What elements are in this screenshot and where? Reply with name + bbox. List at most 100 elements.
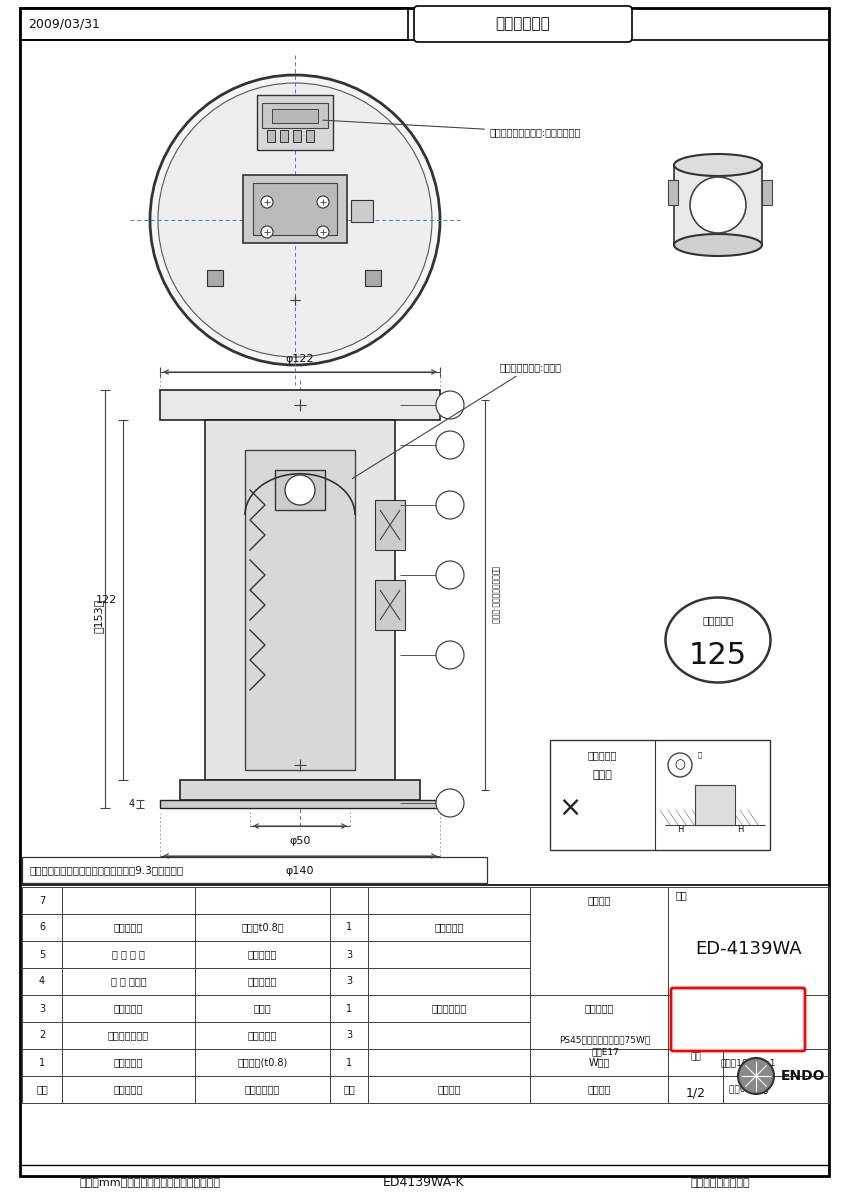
Text: ENDO: ENDO — [781, 1069, 825, 1082]
Circle shape — [436, 391, 464, 419]
Bar — [365, 270, 381, 286]
Bar — [530, 1076, 668, 1103]
Text: 白　艶　消: 白 艶 消 — [435, 923, 464, 932]
Text: 1: 1 — [39, 1057, 45, 1068]
Bar — [368, 1022, 530, 1049]
Text: 1: 1 — [346, 1003, 352, 1014]
Bar — [375, 500, 405, 550]
Text: 備　　考: 備 考 — [437, 1085, 461, 1094]
Bar — [22, 887, 62, 914]
Bar — [762, 180, 772, 205]
Circle shape — [436, 641, 464, 670]
Text: ステンレス: ステンレス — [248, 977, 277, 986]
Bar — [330, 941, 368, 968]
Bar — [530, 887, 668, 995]
Bar — [368, 941, 530, 968]
Bar — [62, 887, 195, 914]
Text: ×: × — [559, 794, 582, 822]
Bar — [22, 914, 62, 941]
Bar — [22, 968, 62, 995]
Text: 取付有効板厚２～３.５ｍｍ: 取付有効板厚２～３.５ｍｍ — [491, 566, 499, 624]
Text: 1: 1 — [447, 400, 453, 410]
Text: 7: 7 — [39, 895, 45, 906]
Circle shape — [668, 754, 692, 778]
Bar — [62, 914, 195, 941]
Ellipse shape — [674, 154, 762, 176]
Bar — [368, 968, 530, 995]
Bar — [668, 1049, 829, 1076]
Text: 化　粧　枠: 化 粧 枠 — [114, 923, 143, 932]
Bar — [180, 780, 420, 800]
Text: PS45透明クリプトン球75W形: PS45透明クリプトン球75W形 — [559, 1036, 650, 1044]
Bar — [195, 914, 330, 941]
Text: 器具質量: 器具質量 — [588, 1085, 610, 1094]
Text: 亜鉛鋼板(t0.8): 亜鉛鋼板(t0.8) — [238, 1057, 288, 1068]
Text: アルミ: アルミ — [254, 1003, 272, 1014]
Bar — [20, 40, 829, 886]
Text: 取 付 バ ネ: 取 付 バ ネ — [112, 949, 145, 960]
Text: 最大　100W×1: 最大 100W×1 — [721, 1058, 776, 1067]
Text: 株式会社　遠藤照明: 株式会社 遠藤照明 — [690, 1178, 750, 1188]
Text: 鋼板（t0.8）: 鋼板（t0.8） — [241, 923, 284, 932]
Bar — [530, 995, 668, 1049]
Text: 反射板固定バネ: 反射板固定バネ — [108, 1031, 149, 1040]
Ellipse shape — [666, 598, 771, 683]
Bar — [22, 1022, 62, 1049]
Circle shape — [436, 491, 464, 518]
Bar — [62, 941, 195, 968]
Circle shape — [261, 196, 273, 208]
Text: 122: 122 — [96, 595, 117, 605]
Text: W・数: W・数 — [588, 1057, 610, 1068]
Bar — [267, 130, 275, 142]
Circle shape — [690, 176, 746, 233]
Text: 型番: 型番 — [676, 890, 688, 900]
Text: 1: 1 — [346, 923, 352, 932]
Bar — [205, 420, 395, 780]
Bar — [280, 130, 288, 142]
Bar — [207, 270, 223, 286]
Text: 3: 3 — [447, 500, 453, 510]
Circle shape — [436, 560, 464, 589]
Bar — [195, 1022, 330, 1049]
Text: 材質・素材厚: 材質・素材厚 — [245, 1085, 280, 1094]
Text: 口金E17: 口金E17 — [591, 1048, 619, 1056]
Text: 3: 3 — [346, 1031, 352, 1040]
Text: ステンレス: ステンレス — [248, 1031, 277, 1040]
Text: 6: 6 — [447, 798, 453, 808]
Text: 鏡　面　仕上: 鏡 面 仕上 — [431, 1003, 467, 1014]
Bar — [368, 887, 530, 914]
Bar — [22, 857, 487, 883]
Bar — [351, 200, 373, 222]
Text: 枠 取 付バネ: 枠 取 付バネ — [110, 977, 146, 986]
Text: 5: 5 — [39, 949, 45, 960]
Text: 1: 1 — [346, 1057, 352, 1068]
Text: 2: 2 — [447, 440, 453, 450]
Text: 不　可: 不 可 — [592, 770, 612, 780]
Bar — [245, 450, 355, 770]
Bar — [272, 109, 318, 122]
Bar — [262, 103, 328, 128]
Bar — [668, 1049, 723, 1103]
Circle shape — [261, 226, 273, 238]
Bar — [368, 914, 530, 941]
Text: ５: ５ — [698, 751, 702, 758]
Ellipse shape — [674, 234, 762, 256]
Circle shape — [436, 431, 464, 458]
Text: 口金E17: 口金E17 — [734, 1032, 762, 1040]
Text: 単位　mm　　第三角法（ＪＩＳ　Ａ－４）: 単位 mm 第三角法（ＪＩＳ Ａ－４） — [80, 1178, 221, 1188]
Text: 3: 3 — [39, 1003, 45, 1014]
Bar — [330, 995, 368, 1022]
Bar — [306, 130, 314, 142]
Text: φ50: φ50 — [290, 836, 311, 846]
Bar — [22, 941, 62, 968]
Text: 5: 5 — [447, 650, 453, 660]
Bar — [22, 995, 62, 1022]
Text: 部　品　名: 部 品 名 — [114, 1085, 143, 1094]
Text: 125: 125 — [689, 641, 747, 670]
Bar — [330, 887, 368, 914]
Text: H: H — [677, 826, 683, 834]
Text: 埋込穴寸法: 埋込穴寸法 — [702, 614, 734, 625]
Bar — [330, 1049, 368, 1076]
Bar — [668, 1076, 829, 1103]
Bar — [253, 182, 337, 235]
